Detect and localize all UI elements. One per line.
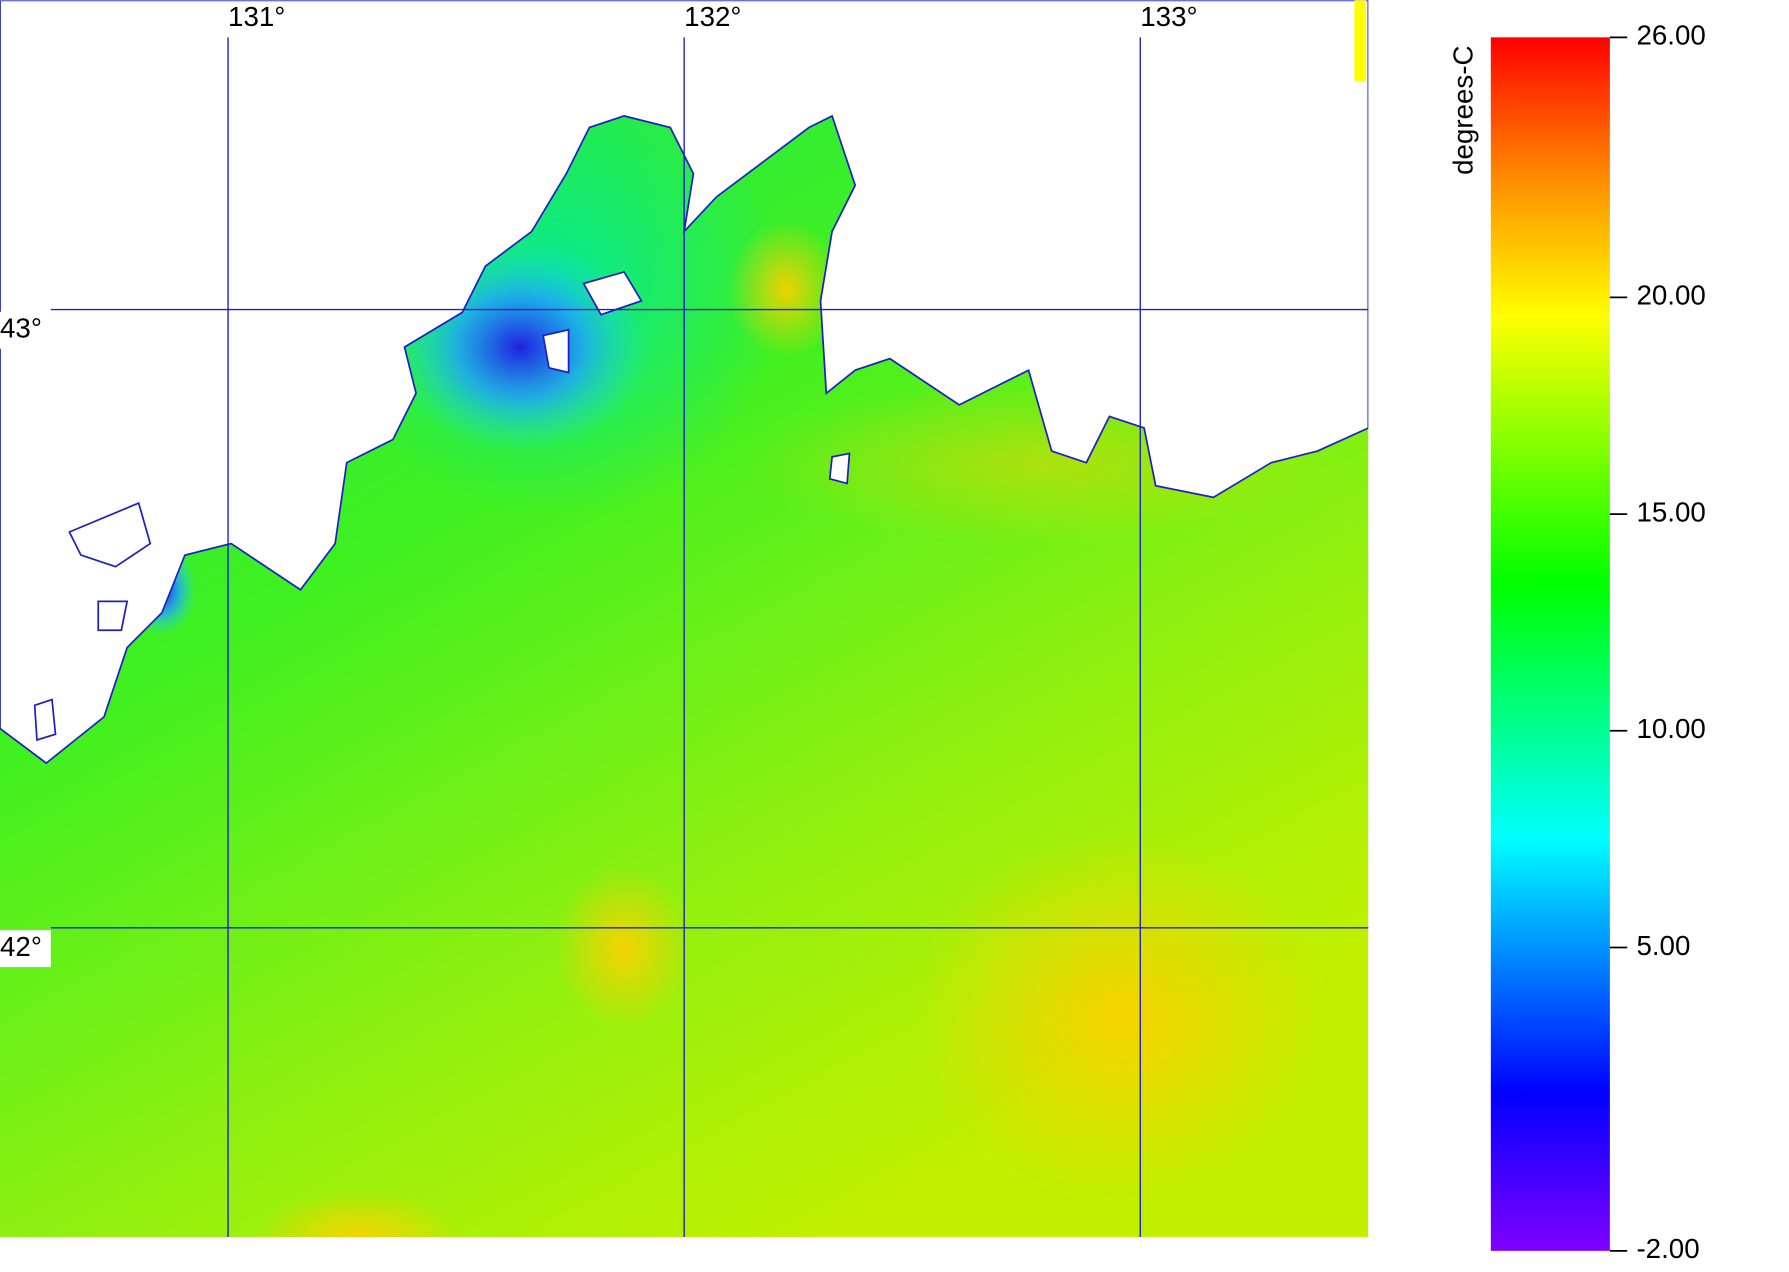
label-bg [0,311,51,349]
lat-label: 43° [0,313,42,344]
lon-label: 133° [1140,1,1197,32]
warm-water [554,867,694,1029]
warm-water [254,1190,463,1237]
colorbar-tick-label: 10.00 [1636,713,1705,744]
colorbar-tick-label: 5.00 [1636,930,1690,961]
warm-water [728,219,844,359]
colorbar-tick-label: 20.00 [1636,280,1705,311]
land [0,0,1369,765]
island [33,270,851,742]
colorbar-tick-label: 26.00 [1636,20,1705,51]
lat-label: 42° [0,931,42,962]
colorbar-ticks: 26.00 20.00 15.00 10.00 5.00 -2.00 [1609,20,1706,1264]
lon-label: 132° [684,1,741,32]
warm-water [912,832,1330,1203]
graticule: 131° 132° 133° 43° 42° [0,1,1369,1237]
colorbar-tick-label: -2.00 [1636,1233,1699,1264]
label-bg [0,930,51,968]
lon-label: 131° [228,1,285,32]
colorbar-label: degrees-C [1448,45,1479,174]
colorbar [1490,37,1610,1251]
edge-artifact [1354,0,1367,82]
colorbar-tick-label: 15.00 [1636,496,1705,527]
